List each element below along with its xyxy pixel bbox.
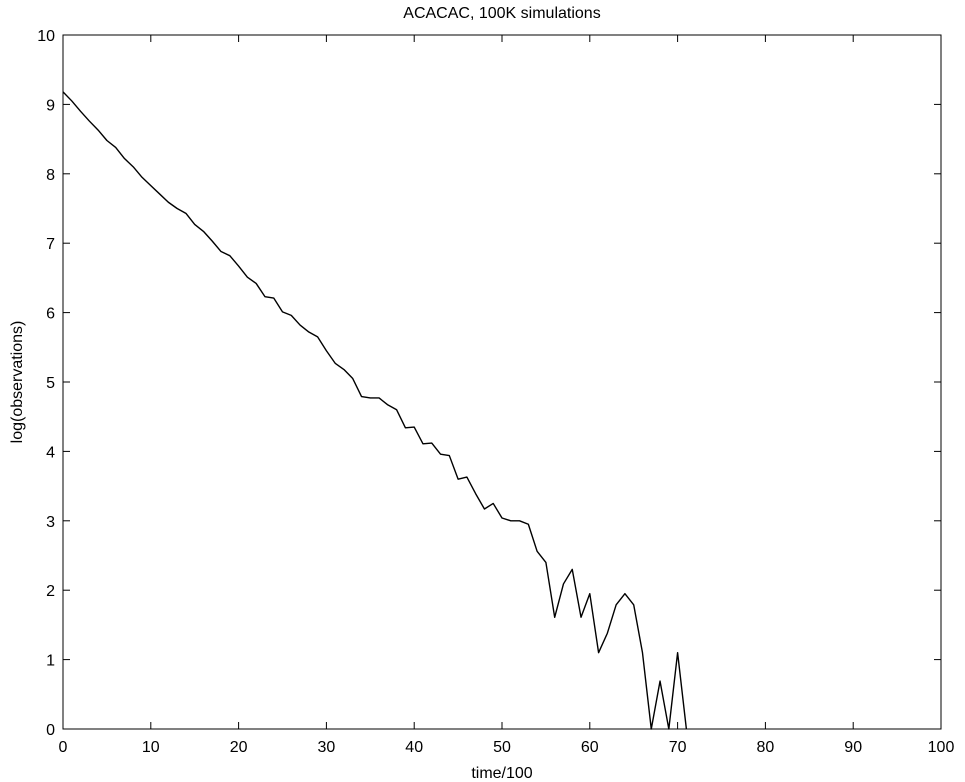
chart-title: ACACAC, 100K simulations (403, 5, 600, 22)
y-tick-label: 2 (46, 583, 55, 600)
x-tick-label: 60 (581, 739, 599, 756)
series-line (62, 91, 688, 730)
y-tick-label: 6 (46, 306, 55, 323)
y-tick-label: 0 (46, 722, 55, 739)
x-tick-label: 100 (928, 739, 955, 756)
y-tick-label: 10 (37, 28, 55, 45)
x-tick-label: 10 (142, 739, 160, 756)
y-tick-label: 8 (46, 167, 55, 184)
y-tick-label: 9 (46, 97, 55, 114)
y-tick-label: 4 (46, 444, 55, 461)
plot-frame (62, 34, 942, 730)
x-tick-label: 70 (669, 739, 687, 756)
x-tick-label: 50 (493, 739, 511, 756)
y-axis-label: log(observations) (9, 321, 26, 444)
x-axis-label: time/100 (471, 765, 532, 782)
x-tick-label: 40 (405, 739, 423, 756)
x-tick-label: 90 (844, 739, 862, 756)
y-tick-label: 1 (46, 653, 55, 670)
y-tick-label: 3 (46, 514, 55, 531)
x-tick-label: 80 (757, 739, 775, 756)
y-tick-label: 7 (46, 236, 55, 253)
y-tick-label: 5 (46, 375, 55, 392)
x-tick-label: 20 (230, 739, 248, 756)
x-tick-label: 30 (318, 739, 336, 756)
x-tick-label: 0 (59, 739, 68, 756)
